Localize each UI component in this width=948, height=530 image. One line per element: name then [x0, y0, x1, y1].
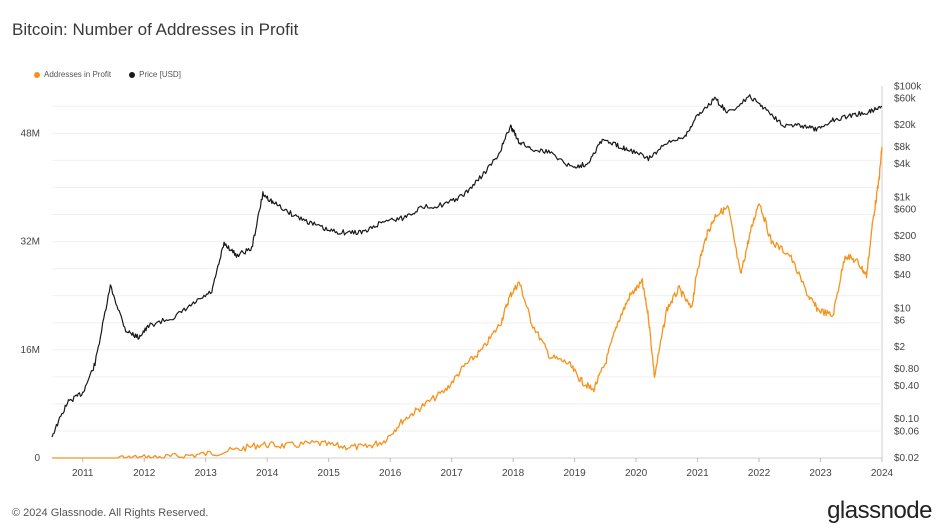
y-right-tick-label: $6 [894, 316, 906, 327]
chart-legend: Addresses in Profit Price [USD] [34, 70, 181, 79]
y-right-tick-label: $20k [894, 120, 917, 131]
y-right-tick-label: $0.02 [894, 453, 919, 464]
chart-title: Bitcoin: Number of Addresses in Profit [12, 20, 299, 39]
y-right-tick-label: $200 [894, 231, 917, 242]
glassnode-logo: glassnode [827, 497, 932, 524]
x-tick-label: 2011 [72, 468, 94, 479]
y-right-tick-label: $0.40 [894, 381, 919, 392]
x-tick-label: 2022 [748, 468, 771, 479]
legend-dot-orange [34, 71, 40, 78]
x-tick-label: 2018 [502, 468, 525, 479]
legend-item-addresses[interactable]: Addresses in Profit [34, 70, 111, 79]
legend-item-price[interactable]: Price [USD] [129, 70, 181, 79]
y-right-tick-label: $600 [894, 205, 917, 216]
x-tick-label: 2016 [379, 468, 402, 479]
y-right-tick-label: $8k [894, 142, 911, 153]
x-tick-label: 2012 [133, 468, 156, 479]
y-left-tick-label: 0 [34, 453, 40, 464]
x-tick-label: 2019 [563, 468, 586, 479]
x-tick-label: 2020 [625, 468, 648, 479]
y-right-tick-label: $0.80 [894, 364, 919, 375]
y-left-tick-label: 16M [21, 345, 40, 356]
y-right-tick-label: $80 [894, 253, 911, 264]
y-right-tick-label: $60k [894, 94, 917, 105]
y-right-tick-label: $40 [894, 270, 911, 281]
x-tick-label: 2024 [871, 468, 894, 479]
y-right-tick-label: $1k [894, 192, 911, 203]
legend-label-price: Price [USD] [139, 70, 181, 79]
x-tick-label: 2014 [256, 468, 279, 479]
series-line-price-usd [51, 94, 883, 438]
y-right-tick-label: $10 [894, 303, 911, 314]
y-left-tick-label: 32M [21, 237, 40, 248]
series-line-addresses-in-profit [52, 146, 883, 459]
y-right-tick-label: $100k [894, 81, 922, 92]
y-right-tick-label: $0.10 [894, 414, 919, 425]
y-right-tick-label: $0.06 [894, 427, 919, 438]
x-tick-label: 2015 [318, 468, 341, 479]
y-left-tick-label: 48M [21, 128, 40, 139]
copyright-text: © 2024 Glassnode. All Rights Reserved. [12, 507, 209, 519]
x-tick-label: 2023 [809, 468, 832, 479]
legend-dot-black [129, 71, 136, 78]
x-tick-label: 2013 [195, 468, 218, 479]
x-tick-label: 2021 [686, 468, 709, 479]
x-tick-label: 2017 [441, 468, 464, 479]
y-right-tick-label: $2 [894, 342, 906, 353]
legend-label-addresses: Addresses in Profit [44, 70, 112, 79]
y-right-tick-label: $4k [894, 159, 911, 170]
